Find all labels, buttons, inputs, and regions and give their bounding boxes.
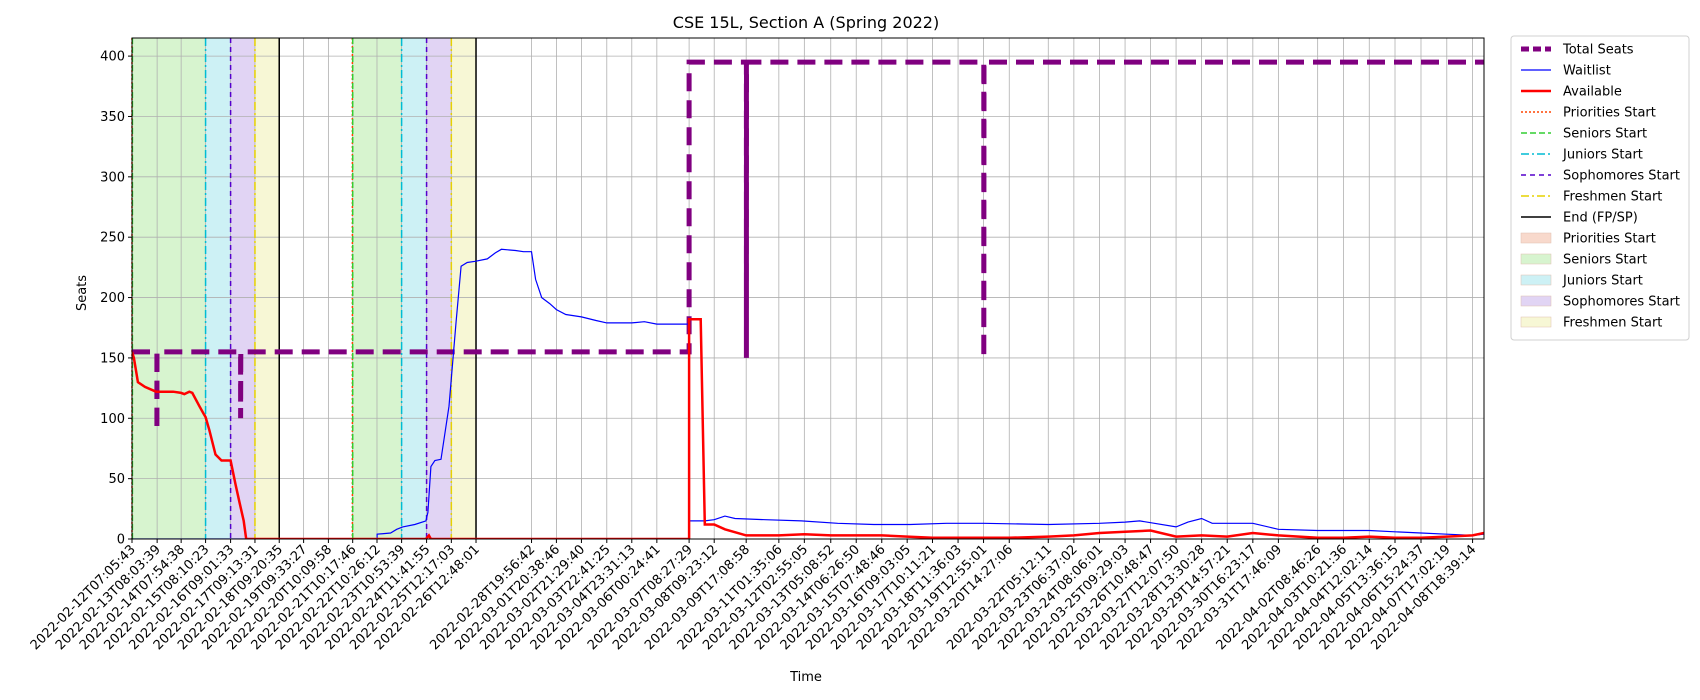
series-line-waitlist [132, 248, 1484, 539]
legend-label-0: Total Seats [1562, 43, 1634, 58]
phase-band-5 [401, 38, 427, 539]
phase-band-6 [426, 38, 452, 539]
y-tick-label-7: 350 [100, 110, 125, 125]
phase-band-1 [205, 38, 231, 539]
phase-band-0 [132, 38, 206, 539]
legend-label-3: Priorities Start [1563, 106, 1656, 121]
y-tick-label-8: 400 [100, 50, 125, 65]
legend-label-10: Seniors Start [1563, 253, 1647, 268]
legend-label-7: Freshmen Start [1563, 190, 1662, 205]
legend-swatch-10 [1520, 253, 1552, 265]
y-tick-label-5: 250 [100, 231, 125, 246]
y-tick-label-3: 150 [100, 351, 125, 366]
legend-label-1: Waitlist [1563, 64, 1611, 79]
plot-frame [131, 37, 1485, 540]
legend-swatch-13 [1520, 316, 1552, 328]
y-axis-label: Seats [75, 275, 90, 311]
y-tick-label-1: 50 [108, 472, 125, 487]
phase-band-2 [230, 38, 255, 539]
phase-band-7 [451, 38, 477, 539]
phase-band-3 [254, 38, 280, 539]
legend-label-11: Juniors Start [1562, 274, 1643, 289]
series-line-available [132, 318, 1484, 539]
legend-label-6: Sophomores Start [1563, 169, 1680, 184]
legend-frame [1510, 35, 1690, 341]
legend-label-12: Sophomores Start [1563, 295, 1680, 310]
legend-label-8: End (FP/SP) [1563, 211, 1638, 226]
y-tick-label-2: 100 [100, 412, 125, 427]
y-tick-label-4: 200 [100, 291, 125, 306]
y-tick-label-6: 300 [100, 170, 125, 185]
legend-label-9: Priorities Start [1563, 232, 1656, 247]
legend: Total Seats Waitlist Available Priorities S… [1510, 35, 1690, 341]
legend-label-2: Available [1563, 85, 1622, 100]
plot-area: 0501001502002503003504002022-02-12T07:05… [28, 37, 1485, 653]
x-axis-label: Time [789, 670, 822, 685]
chart-title: CSE 15L, Section A (Spring 2022) [673, 13, 939, 32]
plot-background [132, 38, 1484, 539]
legend-swatch-12 [1520, 295, 1552, 307]
legend-label-4: Seniors Start [1563, 127, 1647, 142]
legend-label-13: Freshmen Start [1563, 316, 1662, 331]
legend-label-5: Juniors Start [1562, 148, 1643, 163]
legend-swatch-11 [1520, 274, 1552, 286]
legend-swatch-9 [1520, 232, 1552, 244]
y-tick-label-0: 0 [117, 533, 125, 548]
